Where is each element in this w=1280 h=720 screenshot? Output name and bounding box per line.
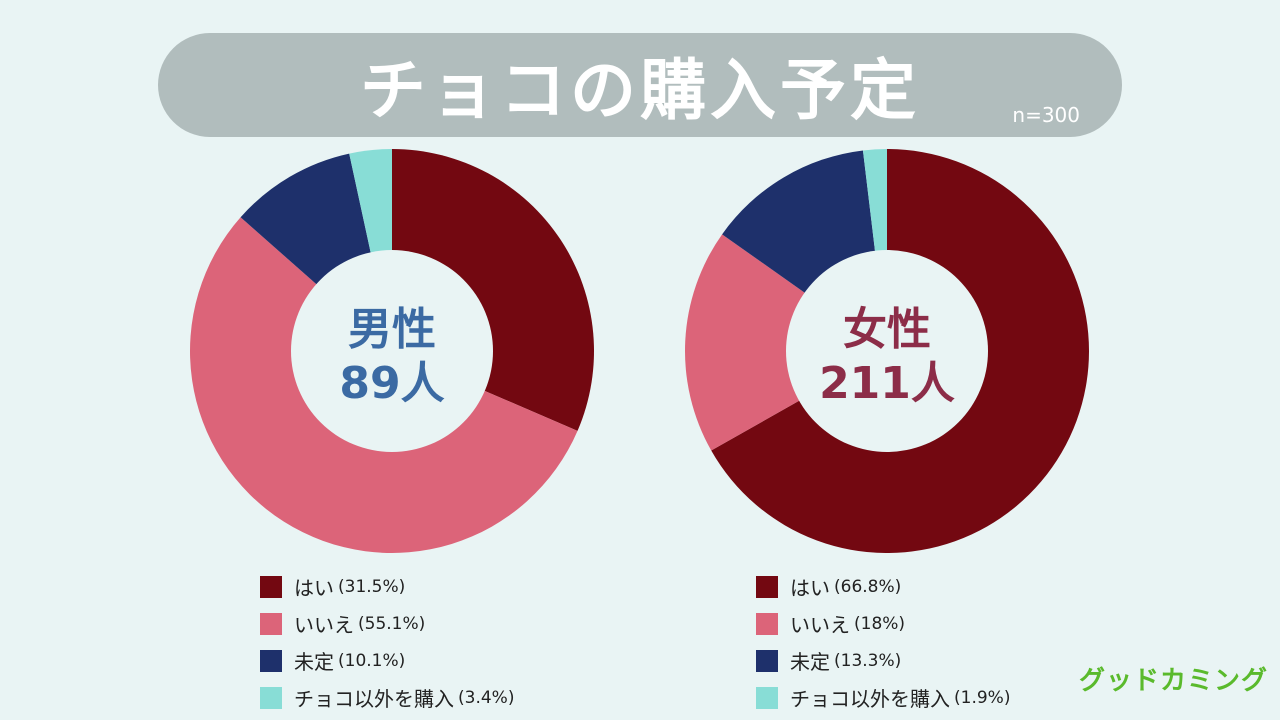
female-center-label: 女性 211人	[787, 303, 987, 411]
legend-item-male-yes: はい (31.5%)	[260, 568, 514, 605]
legend-swatch-other	[756, 686, 778, 709]
legend-item-male-other: チョコ以外を購入 (3.4%)	[260, 679, 514, 716]
legend-item-female-yes: はい (66.8%)	[756, 568, 1010, 605]
female-count-label: 211人	[819, 358, 955, 409]
legend-label: 未定	[790, 650, 830, 674]
legend-label: チョコ以外を購入	[294, 687, 454, 711]
female-legend: はい (66.8%) いいえ (18%) 未定 (13.3%) チョコ以外を購入…	[756, 568, 1010, 716]
legend-item-male-no: いいえ (55.1%)	[260, 605, 514, 642]
legend-value: (55.1%)	[358, 613, 426, 634]
male-group-label: 男性	[348, 304, 436, 355]
male-donut-hole	[291, 250, 493, 452]
chart-title: チョコの購入予定	[360, 52, 920, 129]
legend-swatch-no	[260, 612, 282, 635]
legend-item-female-no: いいえ (18%)	[756, 605, 1010, 642]
legend-label: いいえ	[790, 613, 850, 637]
legend-item-male-undecided: 未定 (10.1%)	[260, 642, 514, 679]
legend-value: (1.9%)	[954, 687, 1011, 708]
legend-swatch-other	[260, 686, 282, 709]
sample-size: n=300	[1012, 103, 1080, 127]
female-donut-hole	[786, 250, 988, 452]
legend-item-female-other: チョコ以外を購入 (1.9%)	[756, 679, 1010, 716]
legend-value: (3.4%)	[458, 687, 515, 708]
male-center-label: 男性 89人	[292, 303, 492, 411]
legend-swatch-yes	[260, 575, 282, 598]
brand-logo: グッドカミング	[1079, 666, 1269, 696]
legend-value: (66.8%)	[834, 576, 902, 597]
female-group-label: 女性	[843, 304, 931, 355]
legend-label: いいえ	[294, 613, 354, 637]
legend-label: はい	[294, 576, 334, 600]
legend-swatch-yes	[756, 575, 778, 598]
male-legend: はい (31.5%) いいえ (55.1%) 未定 (10.1%) チョコ以外を…	[260, 568, 514, 716]
legend-label: はい	[790, 576, 830, 600]
legend-label: チョコ以外を購入	[790, 687, 950, 711]
male-count-label: 89人	[339, 358, 445, 409]
legend-swatch-undecided	[756, 649, 778, 672]
legend-item-female-undecided: 未定 (13.3%)	[756, 642, 1010, 679]
legend-swatch-no	[756, 612, 778, 635]
legend-value: (31.5%)	[338, 576, 406, 597]
female-slice-no	[685, 234, 887, 451]
legend-swatch-undecided	[260, 649, 282, 672]
legend-value: (13.3%)	[834, 650, 902, 671]
legend-value: (10.1%)	[338, 650, 406, 671]
title-banner: チョコの購入予定 n=300	[158, 33, 1122, 137]
legend-label: 未定	[294, 650, 334, 674]
legend-value: (18%)	[854, 613, 906, 634]
